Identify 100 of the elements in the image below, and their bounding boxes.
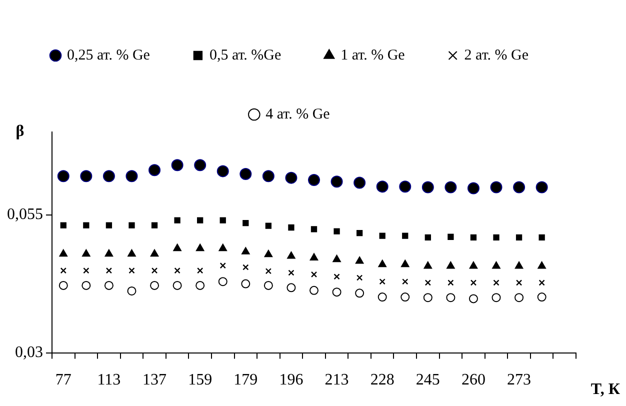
point [127, 286, 136, 296]
point [264, 280, 273, 290]
point [448, 234, 454, 240]
point [220, 262, 226, 269]
legend-label: 0,25 ат. % Ge [67, 47, 150, 64]
x-tick-label: 137 [142, 372, 167, 389]
point [59, 249, 68, 257]
point [356, 230, 363, 236]
point [194, 159, 206, 172]
point [492, 293, 501, 302]
point [334, 228, 340, 234]
x-tick-label: 273 [507, 372, 532, 389]
point [172, 280, 182, 290]
point [128, 249, 136, 257]
point [242, 247, 250, 254]
point [378, 260, 386, 268]
point [334, 274, 340, 280]
point [400, 292, 410, 302]
point [356, 256, 364, 264]
point [332, 288, 342, 297]
point [58, 280, 68, 290]
point [128, 267, 135, 274]
point [150, 249, 159, 257]
point [310, 271, 318, 278]
point [196, 244, 204, 252]
point [446, 262, 455, 269]
point [467, 182, 480, 194]
point [378, 292, 387, 302]
point [490, 181, 502, 194]
point [538, 280, 545, 286]
point [470, 234, 477, 241]
point [424, 234, 431, 241]
point [379, 232, 386, 239]
point [102, 170, 115, 182]
point [424, 262, 432, 269]
point [514, 293, 524, 302]
legend-label: 1 ат. % Ge [340, 47, 406, 64]
point [493, 280, 500, 286]
legend-label: 4 ат. % Ge [266, 106, 330, 122]
point [536, 181, 548, 194]
point [286, 283, 296, 292]
point [356, 274, 363, 281]
point [330, 176, 343, 188]
point [287, 252, 296, 259]
x-tick-label: 196 [279, 372, 304, 389]
point [151, 222, 158, 228]
point [240, 168, 252, 180]
point [492, 262, 500, 269]
point [242, 264, 249, 270]
point [399, 180, 412, 193]
x-tick-label: 260 [461, 372, 486, 389]
point [310, 253, 318, 260]
y-tick-label: 0,055 [7, 206, 43, 224]
point [469, 262, 478, 269]
x-tick-label: 245 [416, 372, 440, 389]
point [470, 280, 477, 286]
point [83, 267, 90, 274]
point [265, 222, 272, 229]
point [332, 254, 341, 262]
point [57, 170, 70, 182]
point [128, 222, 135, 228]
point [310, 286, 318, 295]
point [83, 222, 90, 228]
point [446, 293, 456, 302]
point [424, 280, 431, 286]
point [262, 170, 274, 182]
point [106, 222, 112, 228]
point [264, 250, 272, 258]
point [106, 267, 112, 274]
point [197, 267, 204, 274]
point [376, 180, 388, 193]
point [216, 165, 229, 178]
x-tick-label: 77 [55, 372, 72, 389]
point [126, 170, 138, 182]
point [354, 176, 366, 189]
legend-label: 0,5 ат. %Ge [209, 47, 282, 64]
point [310, 226, 318, 232]
point [468, 294, 478, 304]
point [538, 234, 545, 241]
point [60, 222, 66, 228]
point [148, 164, 161, 176]
point [218, 277, 228, 286]
x-tick-label: 228 [370, 372, 394, 389]
point [379, 278, 386, 285]
point [220, 217, 226, 224]
point [444, 181, 457, 194]
legend-label: 2 ат. % Ge [464, 47, 529, 64]
point [242, 220, 249, 226]
point [171, 159, 184, 172]
point [422, 181, 434, 194]
point [516, 280, 522, 286]
point [150, 280, 160, 290]
point [197, 217, 204, 224]
point [265, 268, 272, 274]
y-tick-label: 0,03 [15, 344, 43, 362]
x-tick-label: 179 [234, 372, 258, 389]
point [104, 249, 114, 257]
point [104, 280, 114, 290]
point [174, 267, 180, 274]
point [288, 270, 294, 276]
